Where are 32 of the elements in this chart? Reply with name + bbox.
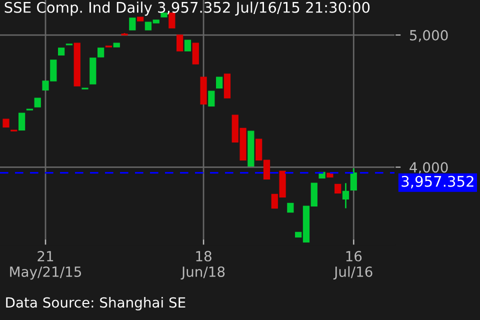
candlestick xyxy=(216,76,223,88)
candlestick xyxy=(200,76,207,104)
candlestick xyxy=(18,112,26,131)
candlestick xyxy=(224,74,231,98)
candlestick xyxy=(176,34,184,52)
candlestick xyxy=(74,42,80,87)
candlestick xyxy=(184,40,192,52)
candlestick xyxy=(58,48,65,56)
ref-line-label: 3,957.352 xyxy=(402,176,474,188)
candlestick xyxy=(334,184,342,194)
candlestick xyxy=(90,58,96,84)
x-tick-label: 16 Jul/16 xyxy=(333,250,372,280)
y-tick-label: 5,000 xyxy=(410,30,448,42)
candlestick xyxy=(326,172,334,178)
candlestick xyxy=(248,130,254,167)
candlestick xyxy=(66,43,73,46)
candlestick xyxy=(168,12,176,28)
source-note: Data Source: Shanghai SE xyxy=(6,296,186,310)
candlestick xyxy=(113,42,120,48)
x-tick-label: 18 Jun/18 xyxy=(180,250,225,280)
candlestick xyxy=(137,16,144,22)
candlestick xyxy=(34,98,41,108)
candlestick xyxy=(129,18,136,30)
candlestick xyxy=(192,42,199,65)
candlestick xyxy=(287,202,294,213)
chart-title: SSE Comp. Ind Daily 3,957.352 Jul/16/15 21:30:00 xyxy=(4,2,370,16)
candlestick xyxy=(208,90,215,106)
x-tick-label: 21 May/21/15 xyxy=(10,250,82,280)
candlestick xyxy=(98,47,104,58)
candlestick xyxy=(10,129,18,132)
y-tick-label: 4,000 xyxy=(410,162,448,174)
candlestick xyxy=(26,108,34,111)
